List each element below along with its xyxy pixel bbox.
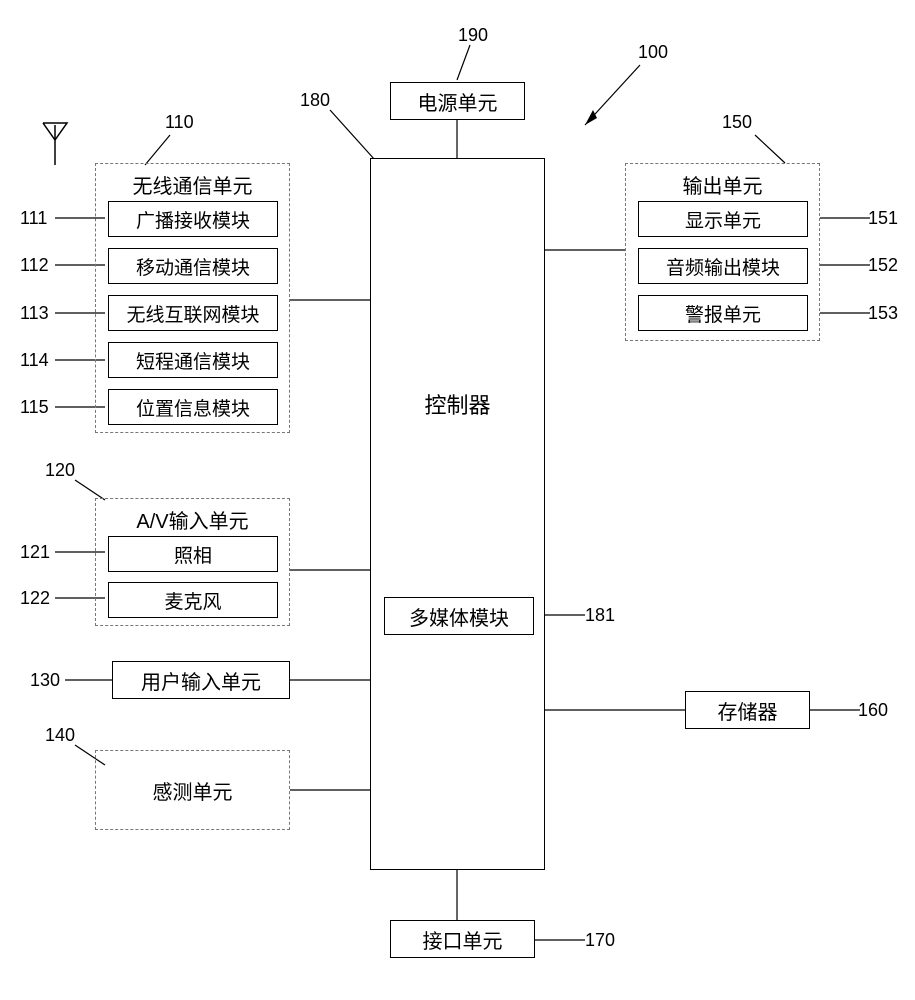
output-item-0: 显示单元: [638, 201, 808, 237]
label-181: 181: [585, 605, 615, 626]
label-120: 120: [45, 460, 75, 481]
antenna-icon: [40, 120, 70, 165]
label-122: 122: [20, 588, 50, 609]
wireless-item-4: 位置信息模块: [108, 389, 278, 425]
multimedia-block: 多媒体模块: [384, 597, 534, 635]
power-unit-label: 电源单元: [418, 87, 498, 116]
wireless-unit-group: 无线通信单元 广播接收模块 移动通信模块 无线互联网模块 短程通信模块 位置信息…: [95, 163, 290, 433]
label-110: 110: [165, 112, 194, 133]
output-item-1: 音频输出模块: [638, 248, 808, 284]
output-unit-title: 输出单元: [626, 164, 819, 199]
interface-block: 接口单元: [390, 920, 535, 958]
av-item-1: 麦克风: [108, 582, 278, 618]
memory-label: 存储器: [718, 696, 778, 725]
label-151: 151: [868, 208, 898, 229]
wireless-item-1: 移动通信模块: [108, 248, 278, 284]
label-190: 190: [458, 25, 488, 46]
label-112: 112: [20, 255, 49, 276]
wireless-item-2: 无线互联网模块: [108, 295, 278, 331]
sensing-unit-group: 感测单元: [95, 750, 290, 830]
label-115: 115: [20, 397, 49, 418]
label-160: 160: [858, 700, 888, 721]
user-input-label: 用户输入单元: [141, 666, 261, 695]
label-170: 170: [585, 930, 615, 951]
label-140: 140: [45, 725, 75, 746]
memory-block: 存储器: [685, 691, 810, 729]
av-unit-group: A/V输入单元 照相 麦克风: [95, 498, 290, 626]
label-180: 180: [300, 90, 330, 111]
label-153: 153: [868, 303, 898, 324]
av-unit-title: A/V输入单元: [96, 499, 289, 534]
user-input-block: 用户输入单元: [112, 661, 290, 699]
multimedia-label: 多媒体模块: [409, 602, 509, 631]
wireless-item-0: 广播接收模块: [108, 201, 278, 237]
power-unit-block: 电源单元: [390, 82, 525, 120]
label-114: 114: [20, 350, 49, 371]
label-130: 130: [30, 670, 60, 691]
interface-label: 接口单元: [423, 925, 503, 954]
output-unit-group: 输出单元 显示单元 音频输出模块 警报单元: [625, 163, 820, 341]
sensing-unit-label: 感测单元: [153, 776, 233, 805]
controller-label: 控制器: [424, 388, 490, 420]
label-100: 100: [638, 42, 668, 63]
label-152: 152: [868, 255, 898, 276]
av-item-0: 照相: [108, 536, 278, 572]
wireless-unit-title: 无线通信单元: [96, 164, 289, 199]
label-121: 121: [20, 542, 50, 563]
label-111: 111: [20, 208, 47, 229]
output-item-2: 警报单元: [638, 295, 808, 331]
wireless-item-3: 短程通信模块: [108, 342, 278, 378]
label-150: 150: [722, 112, 752, 133]
controller-block: 控制器 多媒体模块: [370, 158, 545, 870]
label-113: 113: [20, 303, 49, 324]
